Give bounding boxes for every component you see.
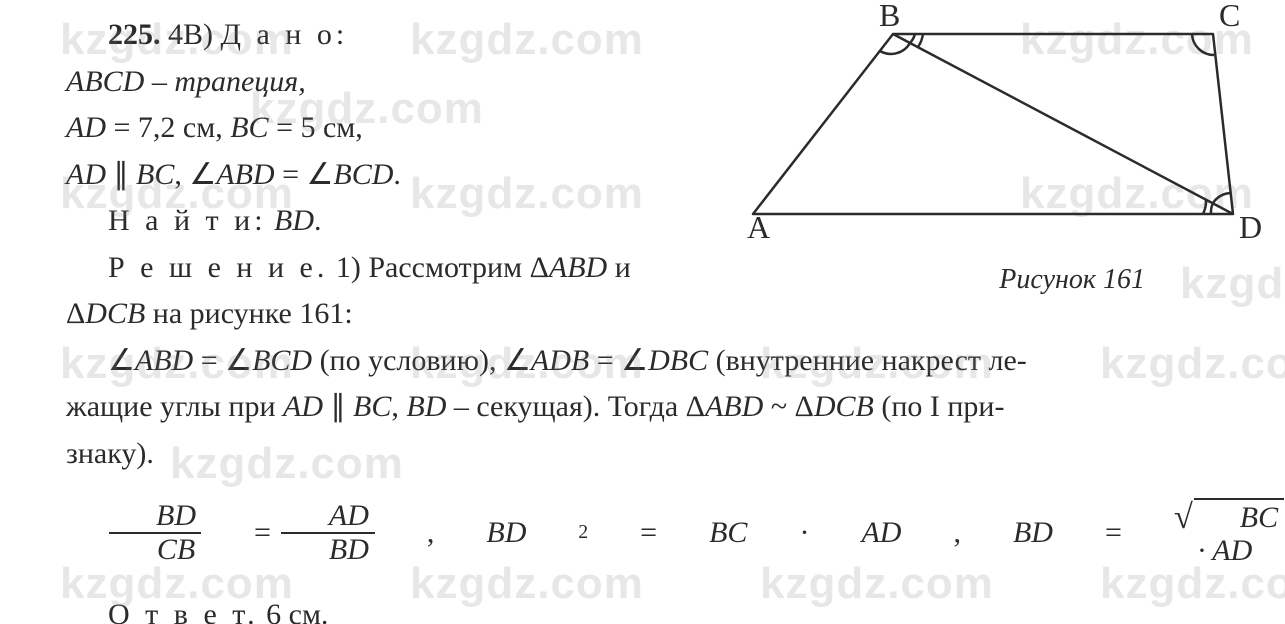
answer-label: О т в е т. [108, 598, 259, 624]
text: , ∠ [174, 158, 216, 191]
text: ABD [705, 390, 763, 423]
text: BD [971, 516, 1053, 549]
text: AD [281, 500, 375, 532]
text: ABD [549, 251, 607, 284]
text: , [911, 516, 961, 549]
given-line-3: AD ∥ BC, ∠ABD = ∠BCD. [66, 152, 686, 199]
text: BD [108, 500, 202, 532]
vertex-label-d: D [1239, 209, 1262, 244]
solution-line-5: знаку). [66, 431, 1257, 478]
line-heading: 225. 4В) Д а н о: [66, 12, 686, 59]
problem-number: 225. [108, 18, 161, 51]
solution-label: Р е ш е н и е. [108, 251, 328, 284]
sqrt-1: √BC · AD [1132, 498, 1284, 567]
text: ADB [531, 344, 589, 377]
given-line-2: AD = 7,2 см, BC = 5 см, [66, 105, 686, 152]
text: Δ [66, 297, 85, 330]
text: · [757, 516, 809, 549]
text: , [391, 390, 406, 423]
find-label: Н а й т и: [108, 204, 267, 237]
text: BD [406, 390, 446, 423]
solution-equation: BD CB = AD BD , BD2 = BC · AD , BD = √BC… [66, 483, 1257, 582]
text: , [385, 516, 435, 549]
vertex-label-c: C [1219, 4, 1240, 33]
answer-value: 6 см. [266, 598, 328, 624]
given-line-1: ABCD – трапеция, [66, 59, 686, 106]
text: жащие углы при [66, 390, 283, 423]
answer-line: О т в е т. 6 см. [66, 592, 1257, 624]
text: BC [353, 390, 391, 423]
text: BD [444, 516, 526, 549]
text: BD [274, 204, 314, 237]
text: (по условию), ∠ [312, 344, 531, 377]
text: AD [66, 158, 106, 191]
text: BC · AD [1194, 498, 1284, 567]
text: AD [66, 111, 106, 144]
text: = 5 см, [269, 111, 363, 144]
text: ∥ [323, 390, 353, 423]
text: BD [281, 532, 375, 566]
text: 2 [536, 522, 588, 543]
fraction-1: BD CB [108, 500, 202, 565]
text: = ∠ [275, 158, 334, 191]
text: и [607, 251, 631, 284]
text: ABD [135, 344, 193, 377]
text: = ∠ [193, 344, 252, 377]
problem-variant: 4В) [168, 18, 213, 51]
text: = ∠ [589, 344, 648, 377]
text: – секущая). Тогда Δ [446, 390, 705, 423]
text: AD [283, 390, 323, 423]
text: ABCD – трапеция, [66, 65, 306, 98]
text: ∠ [108, 344, 135, 377]
text: (внутренние накрест ле- [708, 344, 1027, 377]
text: 1) Рассмотрим Δ [336, 251, 549, 284]
text: DCB [85, 297, 145, 330]
text: знаку). [66, 437, 154, 470]
text: . [393, 158, 401, 191]
text: = [598, 516, 657, 549]
find-line: Н а й т и: BD. [66, 198, 686, 245]
figure-caption: Рисунок 161 [999, 258, 1145, 301]
text: = 7,2 см, [106, 111, 230, 144]
solution-line-3: ∠ABD = ∠BCD (по условию), ∠ADB = ∠DBC (в… [66, 338, 1257, 385]
text: = [1063, 516, 1122, 549]
text: DBC [648, 344, 708, 377]
text: на рисунке 161: [145, 297, 352, 330]
text: (по I при- [874, 390, 1005, 423]
figure-trapezoid: A B C D [683, 4, 1283, 274]
text: BC [667, 516, 747, 549]
text: AD [819, 516, 901, 549]
text: BC [136, 158, 174, 191]
text: BCD [333, 158, 393, 191]
text: BCD [252, 344, 312, 377]
text: ABD [216, 158, 274, 191]
fraction-2: AD BD [281, 500, 375, 565]
vertex-label-a: A [747, 209, 770, 244]
text: CB [109, 532, 201, 566]
text: ∥ [106, 158, 136, 191]
text: ~ Δ [763, 390, 814, 423]
text: BC [230, 111, 268, 144]
solution-line-4: жащие углы при AD ∥ BC, BD – секущая). Т… [66, 384, 1257, 431]
text: DCB [814, 390, 874, 423]
page: kzgdz.com kzgdz.com kzgdz.com kzgdz.com … [0, 0, 1285, 624]
given-label: Д а н о: [221, 18, 349, 51]
solution-line-1: Р е ш е н и е. 1) Рассмотрим ΔABD и [66, 245, 686, 292]
vertex-label-b: B [879, 4, 900, 33]
trapezoid-svg: A B C D [683, 4, 1283, 244]
